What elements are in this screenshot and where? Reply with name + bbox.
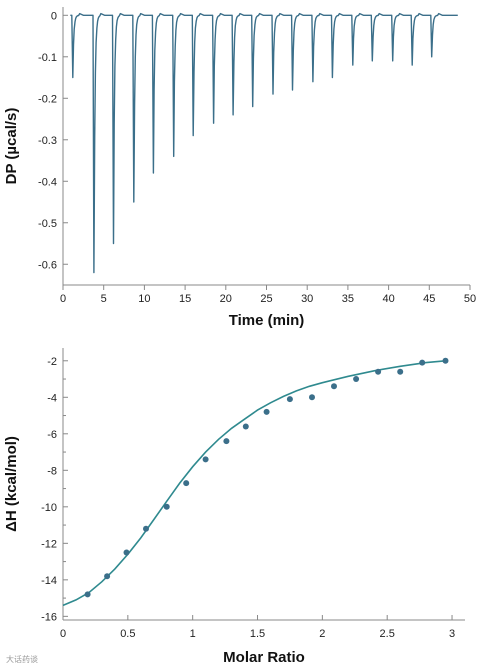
data-point <box>123 549 130 556</box>
fit-curve-group <box>62 360 446 607</box>
data-point <box>309 394 315 401</box>
data-point <box>263 408 270 415</box>
dp-thermogram-line <box>70 12 458 274</box>
dp-y-axis-label: DP (µcal/s) <box>3 108 20 185</box>
dp-y-tick-label: 0 <box>51 10 57 22</box>
dp-y-ticks: 0 -0.1 -0.2 -0.3 -0.4 -0.5 -0.6 <box>38 10 68 271</box>
data-point <box>143 525 149 532</box>
data-point <box>353 376 360 382</box>
data-point <box>104 573 111 580</box>
time-x-tick-label: 25 <box>260 293 272 305</box>
time-x-tick-label: 0 <box>60 293 66 305</box>
data-point <box>331 383 337 390</box>
data-point <box>286 396 293 403</box>
dh-vs-molar-ratio-chart: -2 -4 -6 -8 -10 -12 -14 -16 0 0.5 1 1.5 2 2.5 3 Molar… <box>3 348 465 666</box>
dp-y-tick-label: -0.5 <box>38 218 57 230</box>
data-points-group <box>84 357 449 598</box>
data-point <box>419 359 426 366</box>
time-x-ticks: 0 5 10 15 20 25 30 35 40 45 50 <box>60 285 476 305</box>
molar-ratio-x-tick-label: 1 <box>190 628 196 640</box>
dh-y-tick-label: -2 <box>47 356 57 368</box>
dh-y-tick-label: -4 <box>47 392 57 404</box>
dp-vs-time-chart: 0 -0.1 -0.2 -0.3 -0.4 -0.5 -0.6 0 5 10 15 20 25 30 35… <box>3 7 476 329</box>
dp-y-tick-label: -0.3 <box>38 135 57 147</box>
time-x-tick-label: 40 <box>382 293 394 305</box>
data-point <box>202 456 209 463</box>
time-x-tick-label: 20 <box>220 293 232 305</box>
data-point <box>163 503 170 510</box>
dh-y-tick-label: -16 <box>41 611 57 623</box>
time-x-tick-label: 30 <box>301 293 313 305</box>
molar-ratio-x-tick-label: 0 <box>60 628 66 640</box>
data-point <box>223 438 230 445</box>
molar-ratio-x-tick-label: 1.5 <box>250 628 265 640</box>
time-x-tick-label: 5 <box>101 293 107 305</box>
dh-y-tick-label: -12 <box>41 538 57 550</box>
dp-series-group <box>70 12 458 274</box>
dp-y-tick-label: -0.6 <box>38 259 57 271</box>
watermark-text: 大话药谈 <box>6 654 38 664</box>
time-x-tick-label: 10 <box>138 293 150 305</box>
dh-y-tick-label: -8 <box>47 465 57 477</box>
molar-ratio-x-tick-label: 3 <box>449 628 455 640</box>
time-x-tick-label: 15 <box>179 293 191 305</box>
molar-ratio-x-ticks: 0 0.5 1 1.5 2 2.5 3 <box>60 615 455 640</box>
time-x-tick-label: 45 <box>423 293 435 305</box>
dh-y-tick-label: -6 <box>47 429 57 441</box>
data-point <box>442 357 449 364</box>
molar-ratio-x-axis-label: Molar Ratio <box>223 649 305 666</box>
molar-ratio-x-tick-label: 0.5 <box>120 628 135 640</box>
time-x-tick-label: 50 <box>464 293 476 305</box>
data-point <box>84 591 91 598</box>
dp-y-tick-label: -0.4 <box>38 176 57 188</box>
fit-curve-line <box>62 360 446 607</box>
molar-ratio-x-tick-label: 2.5 <box>380 628 395 640</box>
dh-y-axis-label: ΔH (kcal/mol) <box>3 436 20 532</box>
dh-y-tick-label: -10 <box>41 502 57 514</box>
data-point <box>397 368 404 375</box>
time-x-tick-label: 35 <box>342 293 354 305</box>
dh-y-ticks: -2 -4 -6 -8 -10 -12 -14 -16 <box>41 356 68 623</box>
dp-y-tick-label: -0.1 <box>38 52 57 64</box>
molar-ratio-x-tick-label: 2 <box>319 628 325 640</box>
data-point <box>183 480 190 487</box>
data-point <box>375 368 382 375</box>
time-x-axis-label: Time (min) <box>229 312 305 329</box>
dp-y-tick-label: -0.2 <box>38 93 57 105</box>
data-point <box>242 423 249 430</box>
dh-y-tick-label: -14 <box>41 575 57 587</box>
